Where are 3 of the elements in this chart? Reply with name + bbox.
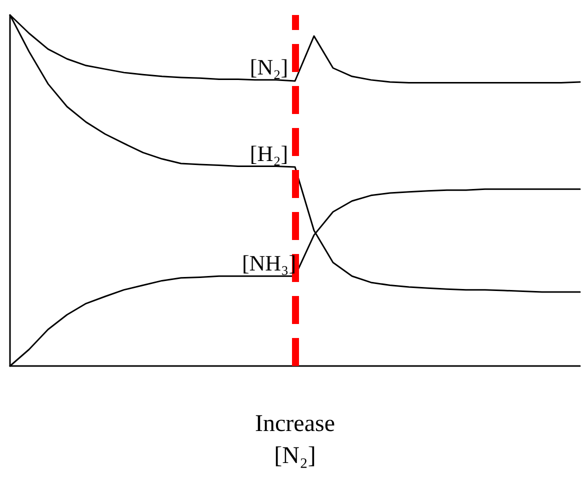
x-axis-title: Increase [N₂]	[255, 411, 335, 469]
series-label: [N₂]	[250, 54, 288, 80]
series-label: [H₂]	[250, 140, 288, 166]
